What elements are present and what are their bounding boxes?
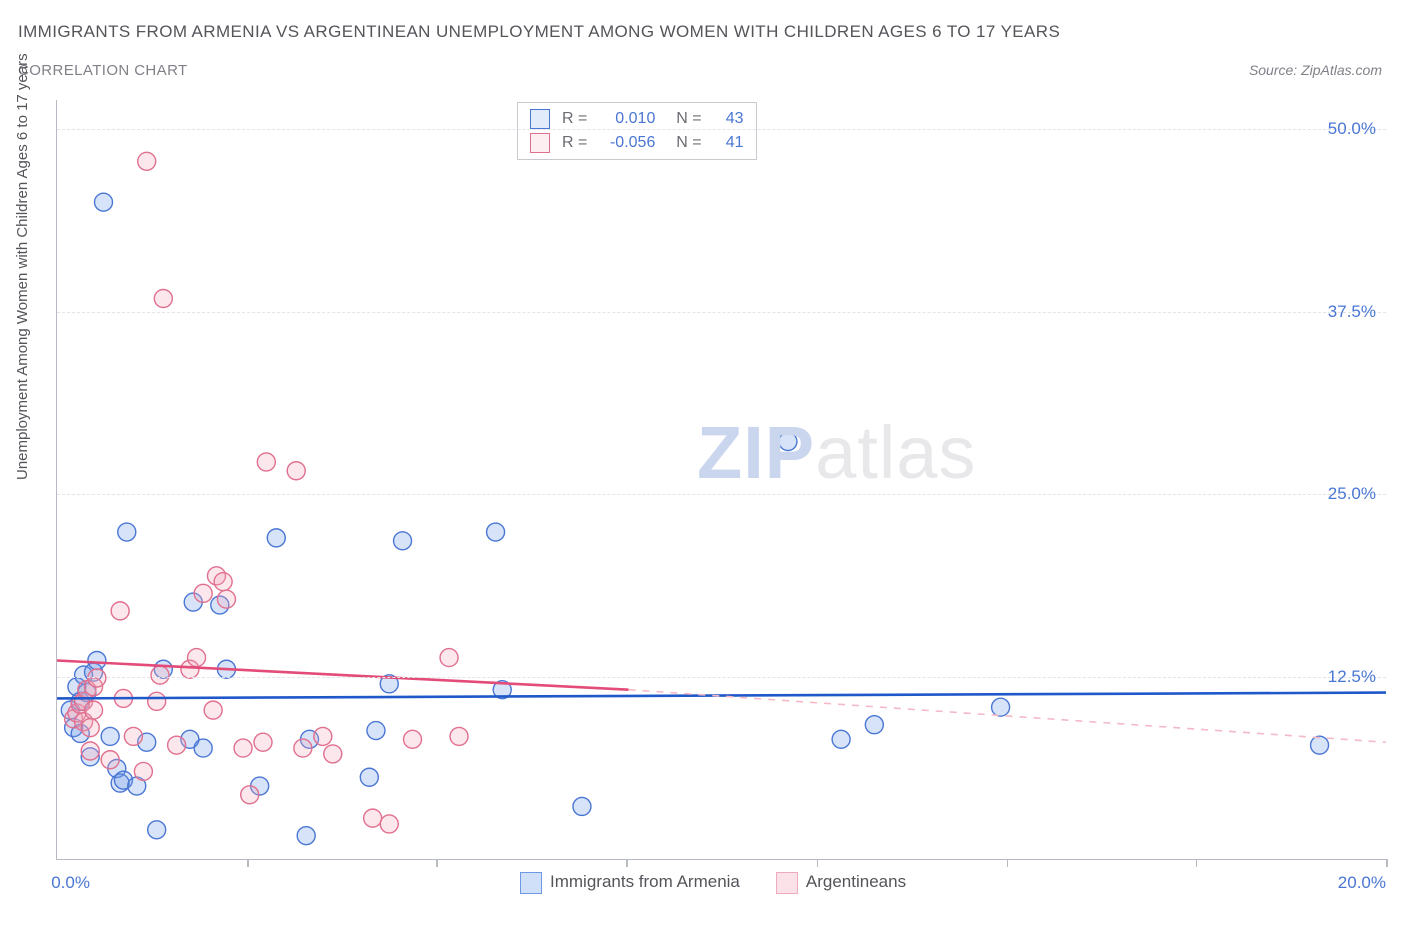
- scatter-point: [234, 739, 252, 757]
- scatter-point: [1311, 736, 1329, 754]
- legend-r-value: 0.010: [599, 110, 655, 128]
- scatter-point: [217, 590, 235, 608]
- trend-line: [57, 693, 1386, 699]
- chart-subtitle: CORRELATION CHART: [18, 62, 188, 79]
- y-tick-label: 50.0%: [1328, 119, 1376, 139]
- legend-swatch: [520, 872, 542, 894]
- legend-n-value: 41: [714, 134, 744, 152]
- stats-legend-row: R = 0.010 N = 43: [524, 107, 750, 131]
- scatter-point: [394, 532, 412, 550]
- legend-swatch: [530, 109, 550, 129]
- y-tick-label: 37.5%: [1328, 302, 1376, 322]
- x-tick: [1007, 859, 1009, 867]
- scatter-point: [440, 649, 458, 667]
- y-tick-label: 25.0%: [1328, 484, 1376, 504]
- x-tick-label: 20.0%: [1338, 873, 1386, 893]
- gridline: [57, 129, 1386, 130]
- legend-n-label: N =: [661, 107, 707, 131]
- legend-r-label: R =: [556, 107, 593, 131]
- scatter-point: [101, 751, 119, 769]
- scatter-point: [404, 730, 422, 748]
- scatter-point: [188, 649, 206, 667]
- stats-legend-row: R = -0.056 N = 41: [524, 131, 750, 155]
- legend-label: Immigrants from Armenia: [550, 872, 740, 891]
- legend-r-value: -0.056: [599, 134, 655, 152]
- scatter-point: [168, 736, 186, 754]
- scatter-point: [88, 669, 106, 687]
- scatter-point: [367, 722, 385, 740]
- scatter-point: [254, 733, 272, 751]
- scatter-point: [148, 692, 166, 710]
- scatter-point: [118, 523, 136, 541]
- scatter-point: [450, 727, 468, 745]
- legend-swatch: [776, 872, 798, 894]
- legend-r-label: R =: [556, 131, 593, 155]
- scatter-point: [111, 602, 129, 620]
- scatter-point: [257, 453, 275, 471]
- stats-legend-table: R = 0.010 N = 43 R = -0.056 N = 41: [524, 107, 750, 155]
- bottom-legend-item: Argentineans: [776, 872, 906, 891]
- legend-swatch: [530, 133, 550, 153]
- scatter-point: [148, 821, 166, 839]
- trend-line: [57, 660, 628, 689]
- scatter-point: [194, 584, 212, 602]
- scatter-point: [134, 762, 152, 780]
- scatter-point: [364, 809, 382, 827]
- scatter-point: [194, 739, 212, 757]
- bottom-legend: Immigrants from Armenia Argentineans: [520, 872, 942, 894]
- scatter-point: [314, 727, 332, 745]
- x-tick: [1386, 859, 1388, 867]
- scatter-point: [380, 815, 398, 833]
- x-tick-label: 0.0%: [51, 873, 90, 893]
- x-tick: [436, 859, 438, 867]
- scatter-point: [241, 786, 259, 804]
- y-axis-label: Unemployment Among Women with Children A…: [14, 53, 31, 480]
- scatter-point: [85, 701, 103, 719]
- scatter-point: [214, 573, 232, 591]
- scatter-point: [154, 290, 172, 308]
- legend-n-label: N =: [661, 131, 707, 155]
- scatter-point: [294, 739, 312, 757]
- source-attribution: Source: ZipAtlas.com: [1249, 62, 1382, 78]
- scatter-point: [287, 462, 305, 480]
- scatter-point: [81, 719, 99, 737]
- scatter-point: [992, 698, 1010, 716]
- scatter-point: [101, 727, 119, 745]
- scatter-point: [487, 523, 505, 541]
- legend-n-value: 43: [714, 110, 744, 128]
- chart-title: IMMIGRANTS FROM ARMENIA VS ARGENTINEAN U…: [18, 22, 1060, 42]
- legend-label: Argentineans: [806, 872, 906, 891]
- scatter-point: [324, 745, 342, 763]
- scatter-point: [865, 716, 883, 734]
- scatter-point: [124, 727, 142, 745]
- y-tick-label: 12.5%: [1328, 667, 1376, 687]
- scatter-point: [88, 651, 106, 669]
- bottom-legend-item: Immigrants from Armenia: [520, 872, 740, 891]
- gridline: [57, 494, 1386, 495]
- chart-svg: [57, 100, 1386, 859]
- scatter-point: [204, 701, 222, 719]
- x-tick: [247, 859, 249, 867]
- scatter-point: [573, 797, 591, 815]
- scatter-point: [267, 529, 285, 547]
- scatter-point: [779, 433, 797, 451]
- trend-line-dashed: [628, 690, 1386, 743]
- scatter-point: [95, 193, 113, 211]
- gridline: [57, 312, 1386, 313]
- scatter-point: [138, 152, 156, 170]
- x-tick: [626, 859, 628, 867]
- plot-area: ZIPatlas R =0.010 N =43R =-0.056 N =41 1…: [56, 100, 1386, 860]
- x-tick: [1196, 859, 1198, 867]
- x-tick: [817, 859, 819, 867]
- gridline: [57, 677, 1386, 678]
- scatter-point: [297, 827, 315, 845]
- stats-legend: R = 0.010 N = 43 R = -0.056 N = 41: [517, 102, 757, 160]
- scatter-point: [360, 768, 378, 786]
- scatter-point: [151, 666, 169, 684]
- scatter-point: [832, 730, 850, 748]
- scatter-point: [81, 742, 99, 760]
